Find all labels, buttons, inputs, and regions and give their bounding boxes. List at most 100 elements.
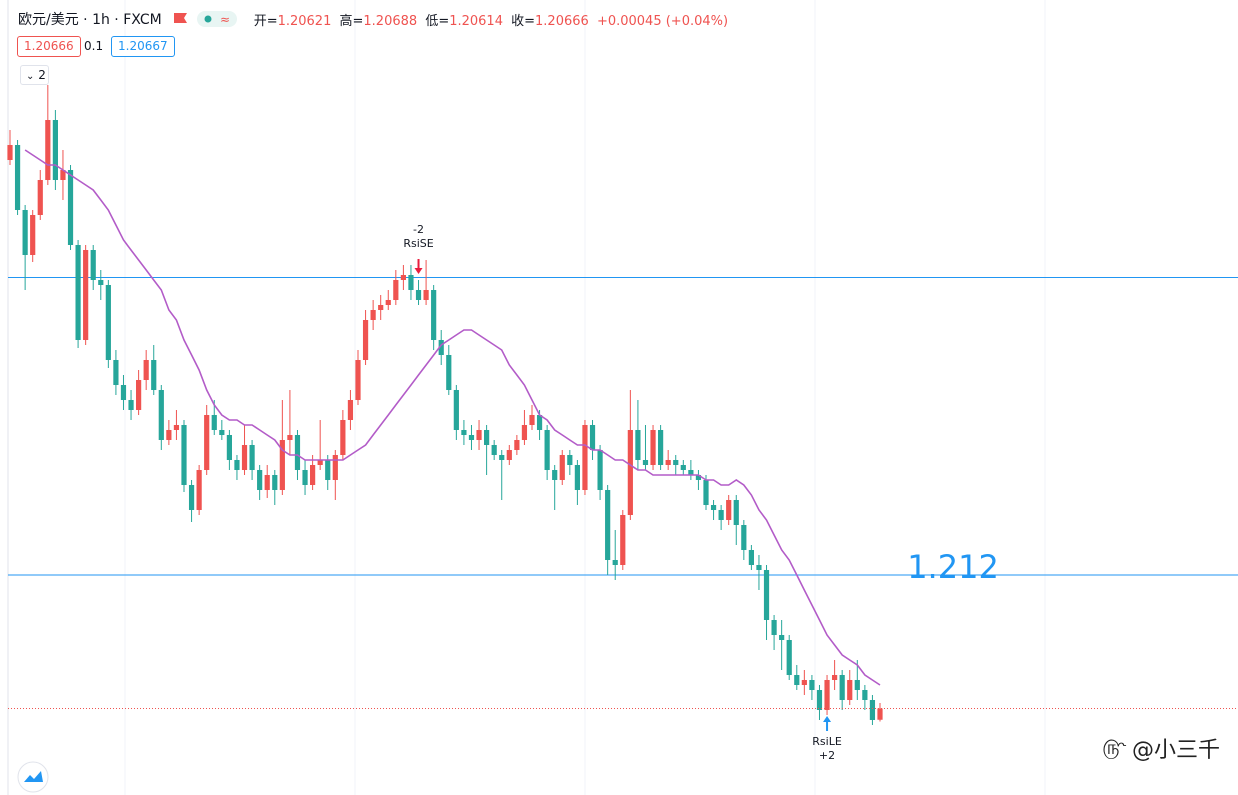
candle-body — [370, 310, 376, 320]
candle-body — [431, 290, 437, 340]
candle-body — [499, 455, 505, 460]
candle-body — [287, 435, 293, 440]
candle-body — [158, 390, 164, 440]
candle-body — [355, 360, 361, 400]
watermark-text: @小三千 — [1131, 738, 1220, 763]
candle-body — [635, 430, 641, 460]
candle-body — [832, 675, 838, 680]
candle-body — [612, 560, 618, 565]
candle-body — [60, 170, 66, 180]
watermark-icon: ௹ — [1101, 734, 1126, 759]
candle-body — [14, 145, 21, 210]
candle-body — [695, 475, 702, 480]
candle-body — [143, 360, 149, 380]
candle-body — [763, 570, 770, 620]
candle-body — [204, 415, 210, 470]
candle-body — [854, 680, 860, 690]
change: +0.00045 — [596, 13, 662, 29]
candle-body — [249, 445, 255, 470]
candle-body — [279, 440, 285, 490]
candle-body — [325, 460, 331, 480]
candle-body — [340, 420, 346, 455]
candle-body — [733, 500, 739, 525]
logo[interactable] — [17, 761, 49, 793]
candle-body — [877, 708, 883, 720]
ohlc-label: 开= — [253, 13, 278, 29]
candle-body — [567, 455, 573, 465]
candle-body — [862, 690, 868, 700]
candle-body — [226, 435, 232, 460]
signal-name: RsiLE — [812, 735, 842, 748]
candle-body — [484, 430, 490, 445]
candle-body — [90, 250, 96, 280]
buy-button[interactable]: 1.20667 — [111, 36, 175, 57]
candle-body — [234, 460, 240, 470]
candle-body — [816, 690, 823, 710]
sell-button[interactable]: 1.20666 — [17, 36, 81, 57]
candle-body — [415, 290, 422, 300]
candle-body — [219, 430, 225, 435]
candle-body — [211, 415, 217, 430]
candle-body — [30, 215, 36, 255]
chevron: ⌄ — [26, 71, 35, 82]
indicator-toggle[interactable]: ⌄ 2 — [20, 65, 49, 85]
candle-body — [241, 445, 248, 470]
candle-body — [665, 460, 671, 465]
candle-body — [120, 385, 127, 400]
ohlc-label: 低= — [425, 13, 450, 29]
candle-body — [559, 455, 565, 480]
candle-body — [605, 490, 611, 560]
signal-qty: +2 — [819, 749, 835, 762]
candle-body — [105, 285, 111, 360]
candle-body — [726, 500, 732, 520]
candle-body — [506, 450, 512, 460]
candle-body — [544, 430, 550, 470]
candle-body — [468, 435, 475, 440]
ohlc-label: 收= — [511, 13, 536, 29]
candle-body — [453, 390, 459, 430]
candle-body — [869, 700, 876, 720]
candle-body — [491, 445, 497, 455]
candle-body — [393, 280, 399, 300]
candle-body — [779, 635, 785, 640]
ohlc-label: 高= — [339, 13, 364, 29]
candle-body — [741, 525, 747, 550]
candle-body — [378, 305, 384, 310]
candle-body — [332, 455, 338, 480]
candle-body — [196, 470, 202, 510]
candle-body — [688, 470, 694, 475]
candle-body — [824, 680, 830, 710]
candle-body — [294, 435, 301, 470]
candle-body — [67, 170, 74, 245]
candle-body — [461, 430, 467, 435]
moving-average — [24, 149, 881, 686]
candle-body — [408, 275, 414, 290]
flag-icon[interactable] — [170, 11, 192, 27]
candle-body — [794, 675, 800, 685]
ohlc-value: 1.20614 — [449, 13, 503, 29]
candle-body — [317, 460, 323, 465]
candle-body — [597, 450, 603, 490]
candle-body — [113, 360, 119, 385]
candle-body — [257, 470, 263, 490]
status-pill[interactable]: ≈ — [196, 10, 238, 28]
candle-body — [136, 380, 142, 410]
candle-body — [839, 675, 845, 700]
candle-body — [347, 400, 354, 420]
candle-body — [627, 430, 633, 515]
candle-body — [310, 465, 316, 485]
candle-body — [264, 475, 270, 490]
spread: 0.1 — [81, 36, 107, 57]
symbol: 欧元/美元 · 1h · FXCM — [18, 12, 162, 28]
candle-body — [188, 485, 195, 510]
candle-body — [45, 120, 51, 180]
candle-body — [771, 620, 777, 635]
candle-body — [423, 290, 429, 300]
candle-body — [181, 425, 187, 485]
candle-body — [22, 210, 28, 255]
candle-body — [128, 400, 134, 410]
indicator-count: 2 — [38, 68, 46, 82]
candle-body — [650, 430, 656, 465]
candle-body — [385, 300, 391, 305]
